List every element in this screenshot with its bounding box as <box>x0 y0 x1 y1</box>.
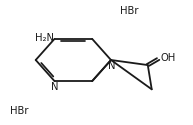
Text: OH: OH <box>160 53 176 63</box>
Text: N: N <box>108 61 116 71</box>
Text: HBr: HBr <box>10 106 28 116</box>
Text: H₂N: H₂N <box>35 33 54 43</box>
Text: N: N <box>51 82 58 92</box>
Text: HBr: HBr <box>120 6 138 16</box>
